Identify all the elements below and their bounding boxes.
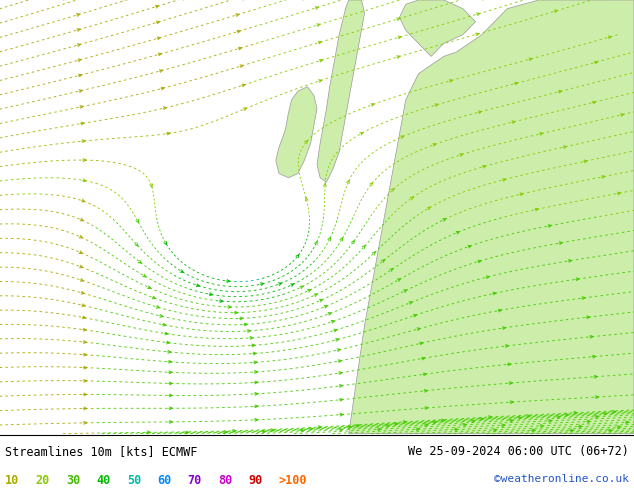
Text: ©weatheronline.co.uk: ©weatheronline.co.uk [494,474,629,484]
Text: 70: 70 [188,474,202,487]
Polygon shape [349,0,634,434]
Text: We 25-09-2024 06:00 UTC (06+72): We 25-09-2024 06:00 UTC (06+72) [408,445,629,458]
Text: 50: 50 [127,474,141,487]
Polygon shape [276,87,317,178]
Text: 60: 60 [157,474,171,487]
Polygon shape [317,0,365,182]
Text: 10: 10 [5,474,19,487]
Text: Streamlines 10m [kts] ECMWF: Streamlines 10m [kts] ECMWF [5,445,197,458]
Polygon shape [399,0,476,56]
Text: 30: 30 [66,474,80,487]
Text: 90: 90 [249,474,262,487]
Text: 80: 80 [218,474,232,487]
Text: >100: >100 [279,474,307,487]
Text: 40: 40 [96,474,110,487]
Text: 20: 20 [36,474,49,487]
